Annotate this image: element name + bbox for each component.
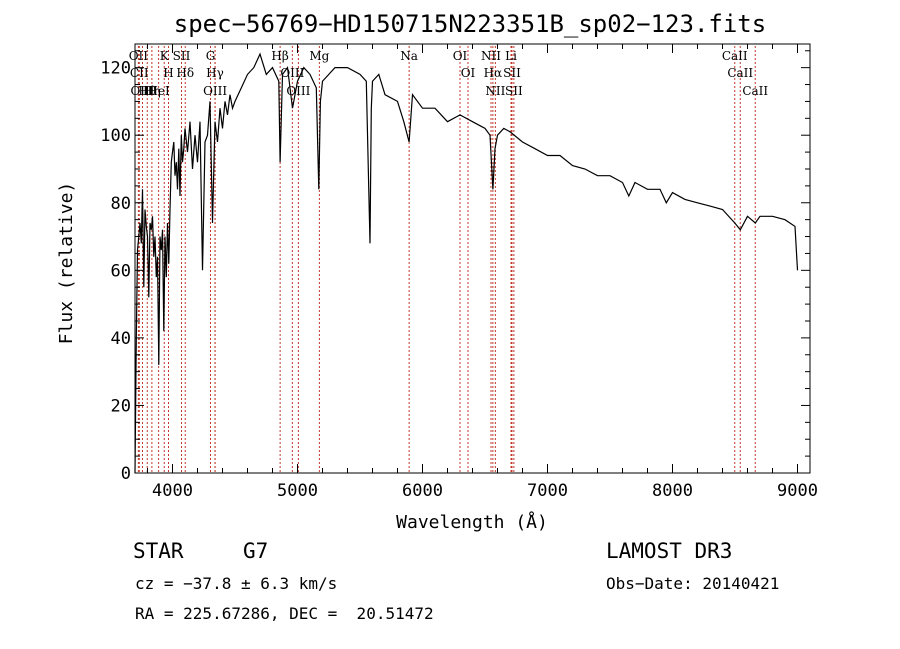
line-labels: OIICIIOIIIHθHηHeIKHSIIHδGHγOIIIHβOIIIOII…	[129, 49, 769, 98]
line-label: CaII	[742, 84, 768, 98]
line-label: HeI	[147, 84, 170, 98]
line-label: OII	[129, 49, 149, 63]
x-axis-label: Wavelength (Å)	[396, 511, 548, 533]
flux-series-line	[134, 52, 799, 474]
line-markers	[137, 46, 756, 473]
survey-name: LAMOST DR3	[606, 539, 733, 563]
y-tick-label: 120	[100, 59, 131, 79]
line-label: K	[160, 49, 170, 63]
line-label: Hη	[143, 84, 161, 98]
ra-dec-coordinates: RA = 225.67286, DEC = 20.51472	[135, 604, 434, 623]
line-label: OI	[453, 49, 468, 63]
x-tick-label: 9000	[777, 481, 818, 501]
line-label: Hβ	[271, 49, 288, 63]
y-tick-label: 80	[111, 194, 131, 214]
x-tick-label: 8000	[652, 481, 693, 501]
line-label: Hθ	[138, 84, 156, 98]
y-tick-label: 40	[111, 329, 131, 349]
y-tick-label: 0	[121, 464, 131, 484]
line-label: G	[206, 49, 216, 63]
object-subclass: G7	[243, 539, 269, 563]
line-label: H	[163, 66, 173, 80]
line-label: OIII	[203, 84, 227, 98]
line-label: SII	[503, 66, 521, 80]
chart-title: spec−56769−HD150715N223351B_sp02−123.fit…	[174, 10, 766, 38]
line-label: Li	[505, 49, 517, 63]
y-tick-label: 60	[111, 261, 131, 281]
y-axis-ticks: 0 20 40 60 80 100 120	[100, 50, 810, 484]
line-label: NII	[485, 84, 505, 98]
line-label: Hγ	[206, 66, 224, 80]
line-label: OIII	[286, 84, 310, 98]
x-axis-ticks: 4000 5000 6000 7000 8000 9000	[147, 44, 818, 501]
x-tick-label: 6000	[402, 481, 443, 501]
line-label: SII	[505, 84, 523, 98]
line-label: Mg	[309, 49, 329, 63]
y-axis-label: Flux (relative)	[56, 182, 77, 345]
line-label: Hδ	[176, 66, 194, 80]
y-tick-label: 100	[100, 126, 131, 146]
line-label: Hα	[484, 66, 503, 80]
line-label: CaII	[727, 66, 753, 80]
x-tick-label: 5000	[277, 481, 318, 501]
line-label: CaII	[722, 49, 748, 63]
line-label: NII	[481, 49, 501, 63]
line-label: OI	[461, 66, 476, 80]
line-label: SII	[173, 49, 191, 63]
y-tick-label: 20	[111, 396, 131, 416]
x-tick-label: 4000	[152, 481, 193, 501]
observation-date: Obs−Date: 20140421	[606, 574, 780, 593]
redshift-velocity: cz = −37.8 ± 6.3 km/s	[135, 574, 338, 593]
object-class: STAR	[133, 539, 184, 563]
plot-frame	[134, 43, 811, 474]
line-label: Na	[400, 49, 418, 63]
line-label: OIII	[130, 84, 154, 98]
x-tick-label: 7000	[527, 481, 568, 501]
